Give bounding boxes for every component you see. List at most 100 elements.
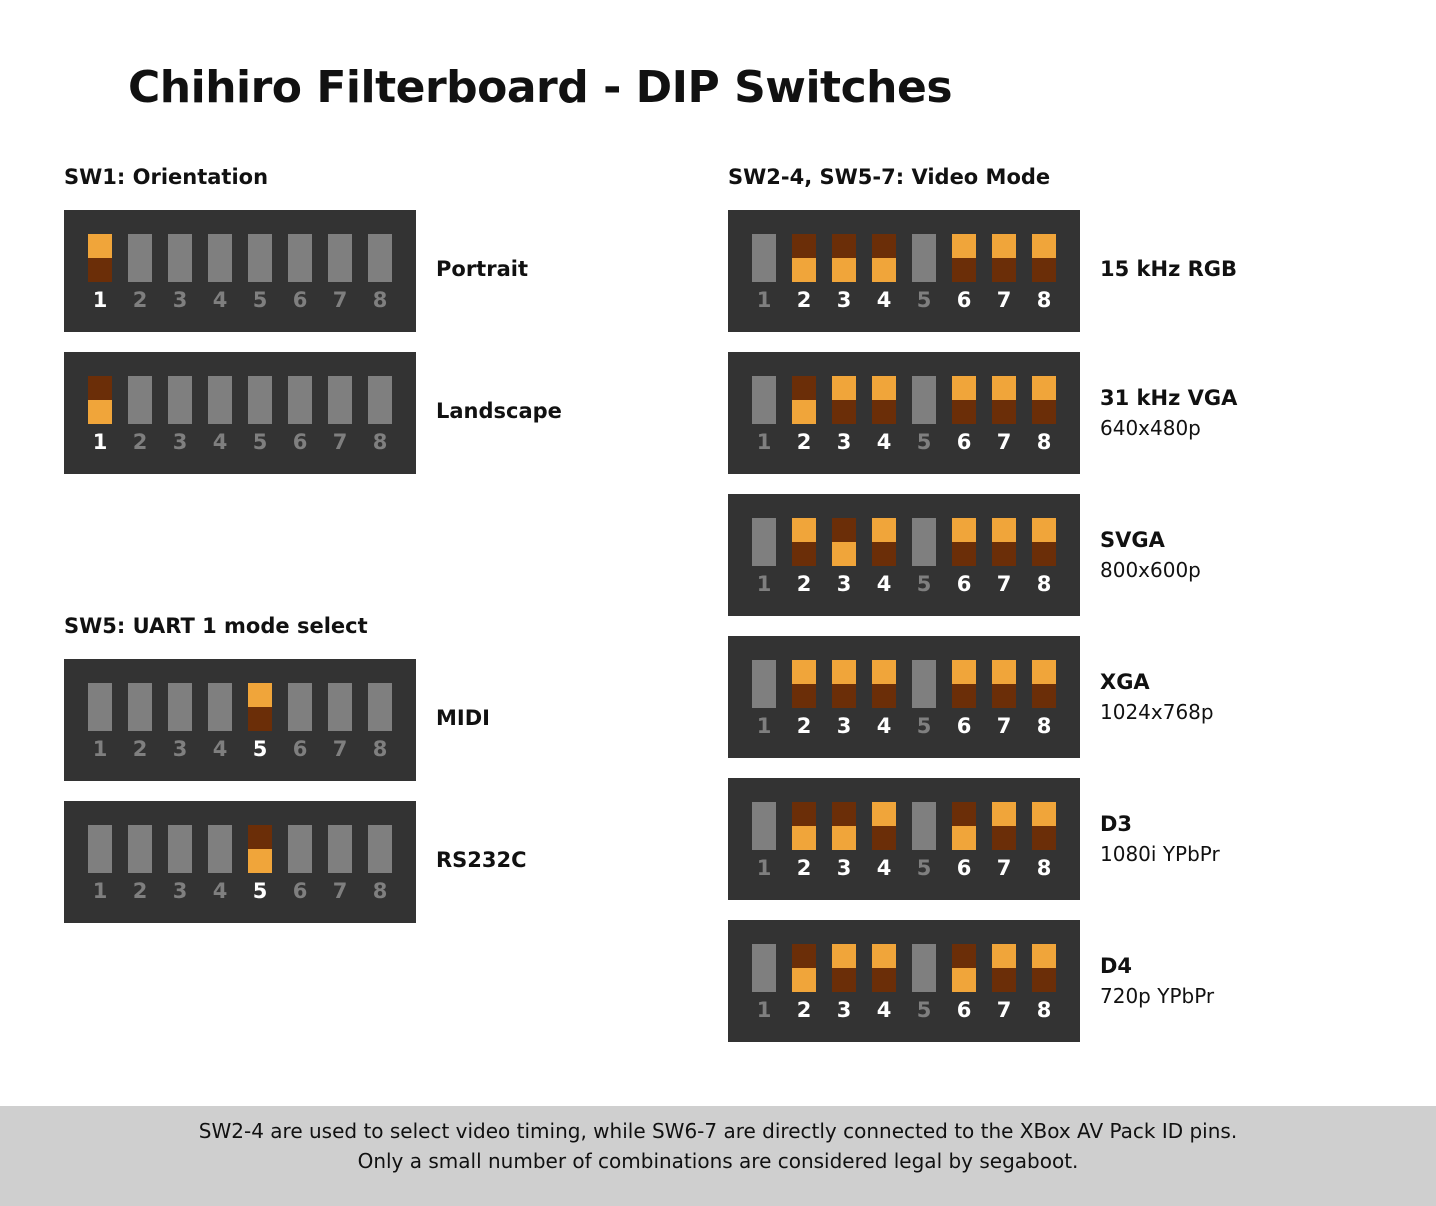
switch-upper-half — [832, 660, 856, 684]
switch-number-6: 6 — [292, 430, 308, 454]
switch-number-1: 1 — [756, 714, 772, 738]
switch-upper-half — [912, 802, 936, 826]
dip-switch-2-off — [128, 683, 152, 731]
switch-upper-half — [328, 234, 352, 258]
switch-number-1: 1 — [92, 879, 108, 903]
switch-lower-half — [208, 707, 232, 731]
dip-switch-3-down — [832, 518, 856, 566]
switch-upper-half — [88, 376, 112, 400]
dip-switch-5-off — [912, 376, 936, 424]
switch-number-8: 8 — [1036, 856, 1052, 880]
switch-number-8: 8 — [1036, 998, 1052, 1022]
switch-lower-half — [752, 968, 776, 992]
switch-lower-half — [912, 826, 936, 850]
mode-name: 31 kHz VGA — [1100, 386, 1238, 410]
switch-lower-half — [128, 400, 152, 424]
dip-switch-6-off — [288, 234, 312, 282]
switch-number-2: 2 — [796, 856, 812, 880]
switch-upper-half — [1032, 376, 1056, 400]
switch-lower-half — [248, 400, 272, 424]
switch-number-7: 7 — [332, 737, 348, 761]
dip-switch-1-off — [752, 234, 776, 282]
switch-upper-half — [248, 234, 272, 258]
switch-number-8: 8 — [1036, 572, 1052, 596]
dip-switch-6-down — [952, 944, 976, 992]
switch-lower-half — [368, 258, 392, 282]
switch-number-7: 7 — [996, 856, 1012, 880]
switch-upper-half — [992, 802, 1016, 826]
mode-resolution: 720p YPbPr — [1100, 984, 1215, 1008]
mode-name: SVGA — [1100, 528, 1165, 552]
switch-number-2: 2 — [796, 998, 812, 1022]
switch-lower-half — [248, 707, 272, 731]
switch-upper-half — [1032, 518, 1056, 542]
switch-upper-half — [168, 683, 192, 707]
mode-name: MIDI — [436, 706, 490, 730]
dip-switch-1-off — [88, 683, 112, 731]
dip-switch-1-off — [752, 660, 776, 708]
dip-switch-5-down — [248, 825, 272, 873]
dip-switch-4-up — [872, 518, 896, 566]
dip-switch-4-up — [872, 660, 896, 708]
switch-number-3: 3 — [836, 714, 852, 738]
footer-line-2: Only a small number of combinations are … — [357, 1149, 1079, 1173]
dip-switch-3-off — [168, 825, 192, 873]
switch-number-6: 6 — [956, 998, 972, 1022]
switch-upper-half — [952, 234, 976, 258]
switch-lower-half — [992, 400, 1016, 424]
dip-switch-7-up — [992, 944, 1016, 992]
switch-lower-half — [288, 400, 312, 424]
switch-lower-half — [832, 400, 856, 424]
switch-upper-half — [88, 234, 112, 258]
switch-lower-half — [872, 258, 896, 282]
switch-upper-half — [208, 825, 232, 849]
switch-lower-half — [1032, 968, 1056, 992]
switch-lower-half — [952, 258, 976, 282]
switch-number-6: 6 — [956, 572, 972, 596]
footer-line-1: SW2-4 are used to select video timing, w… — [198, 1119, 1238, 1143]
dip-switch-5-off — [248, 376, 272, 424]
switch-upper-half — [952, 944, 976, 968]
switch-number-5: 5 — [916, 998, 932, 1022]
dip-switch-1-off — [752, 802, 776, 850]
switch-number-4: 4 — [876, 288, 892, 312]
dip-switch-6-off — [288, 376, 312, 424]
dip-switch-5-off — [912, 802, 936, 850]
switch-upper-half — [792, 802, 816, 826]
dip-switch-4-up — [872, 944, 896, 992]
dip-switch-6-off — [288, 825, 312, 873]
mode-label: RS232C — [436, 845, 527, 875]
switch-lower-half — [792, 684, 816, 708]
switch-upper-half — [208, 683, 232, 707]
mode-name: D3 — [1100, 812, 1133, 836]
switch-lower-half — [872, 542, 896, 566]
dip-switch-4-off — [208, 376, 232, 424]
dip-switch-5-off — [912, 944, 936, 992]
switch-lower-half — [832, 258, 856, 282]
switch-number-4: 4 — [212, 288, 228, 312]
mode-resolution: 800x600p — [1100, 558, 1201, 582]
switch-number-5: 5 — [916, 572, 932, 596]
switch-number-5: 5 — [916, 430, 932, 454]
switch-lower-half — [88, 258, 112, 282]
dip-switch-7-up — [992, 802, 1016, 850]
dip-switch-6-up — [952, 376, 976, 424]
switch-lower-half — [952, 826, 976, 850]
switch-upper-half — [952, 660, 976, 684]
switch-lower-half — [752, 400, 776, 424]
dip-switch-2-up — [792, 518, 816, 566]
switch-lower-half — [248, 849, 272, 873]
switch-upper-half — [872, 802, 896, 826]
switch-upper-half — [288, 376, 312, 400]
switch-lower-half — [912, 684, 936, 708]
switch-lower-half — [1032, 684, 1056, 708]
switch-lower-half — [992, 542, 1016, 566]
switch-number-1: 1 — [92, 737, 108, 761]
switch-upper-half — [328, 376, 352, 400]
switch-number-2: 2 — [796, 288, 812, 312]
switch-lower-half — [88, 849, 112, 873]
switch-lower-half — [872, 684, 896, 708]
switch-number-5: 5 — [916, 288, 932, 312]
switch-upper-half — [992, 518, 1016, 542]
